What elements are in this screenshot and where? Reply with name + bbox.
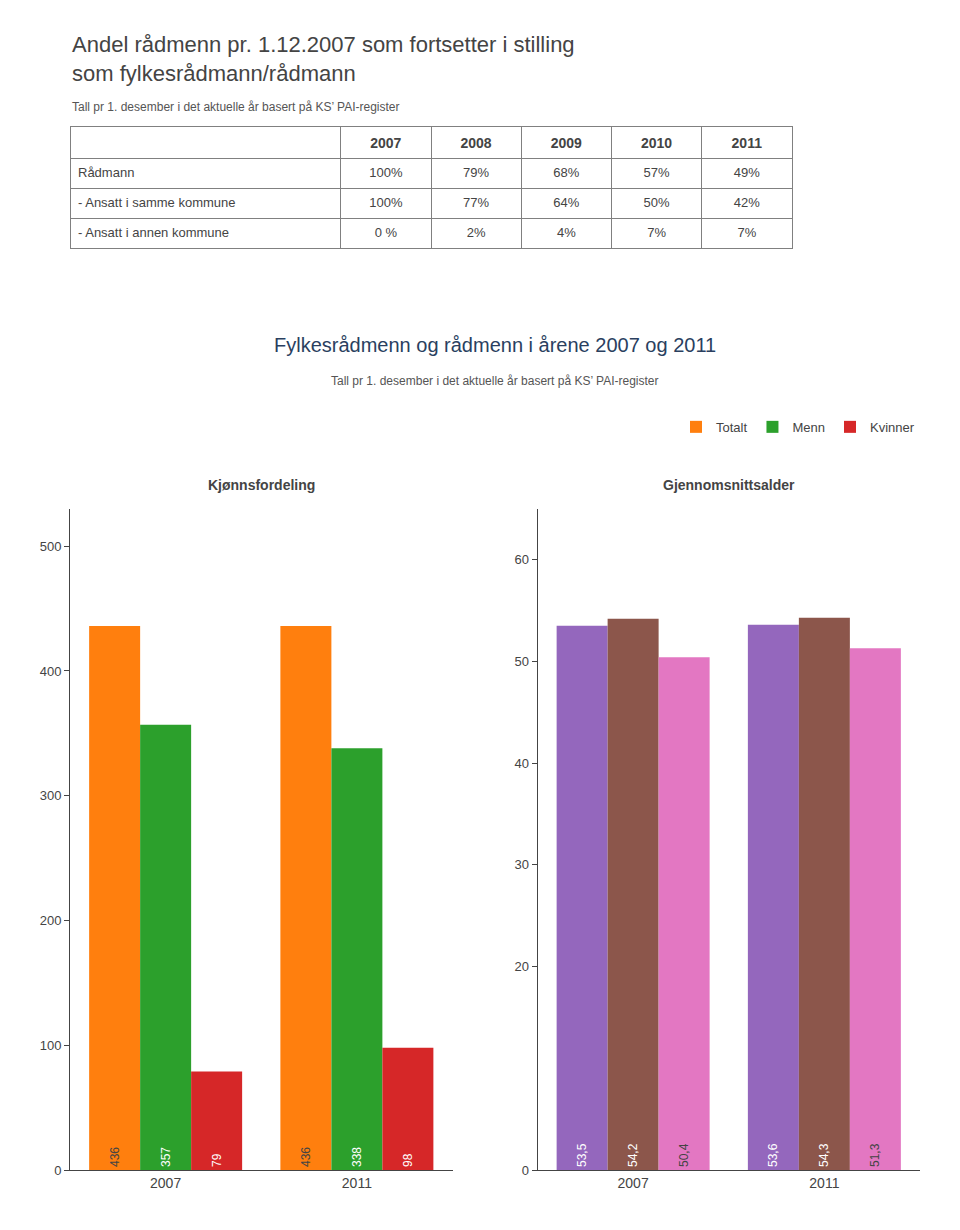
svg-text:0: 0	[522, 1163, 529, 1178]
svg-text:42%: 42%	[734, 195, 760, 210]
svg-text:7%: 7%	[647, 225, 666, 240]
svg-text:53,6: 53,6	[766, 1143, 780, 1167]
svg-text:2007: 2007	[150, 1175, 181, 1191]
svg-text:79: 79	[210, 1153, 224, 1167]
svg-text:400: 400	[40, 664, 62, 679]
svg-text:Kjønnsfordeling: Kjønnsfordeling	[208, 477, 315, 493]
svg-text:Menn: Menn	[792, 420, 825, 435]
svg-text:Tall pr 1. desember i det aktu: Tall pr 1. desember i det aktuelle år ba…	[331, 374, 659, 388]
svg-text:64%: 64%	[553, 195, 579, 210]
svg-text:79%: 79%	[463, 165, 489, 180]
svg-text:4%: 4%	[557, 225, 576, 240]
svg-text:100%: 100%	[369, 165, 403, 180]
svg-text:40: 40	[514, 756, 528, 771]
svg-text:30: 30	[514, 857, 528, 872]
svg-text:0: 0	[54, 1163, 61, 1178]
svg-text:500: 500	[40, 539, 62, 554]
svg-text:7%: 7%	[737, 225, 756, 240]
svg-text:2011: 2011	[732, 135, 763, 151]
svg-text:2010: 2010	[641, 135, 672, 151]
svg-text:68%: 68%	[553, 165, 579, 180]
svg-text:0 %: 0 %	[375, 225, 398, 240]
svg-text:77%: 77%	[463, 195, 489, 210]
svg-text:57%: 57%	[644, 165, 670, 180]
svg-text:436: 436	[108, 1147, 122, 1167]
svg-text:98: 98	[401, 1153, 415, 1167]
svg-text:50: 50	[514, 654, 528, 669]
svg-text:2009: 2009	[551, 135, 582, 151]
svg-text:2%: 2%	[467, 225, 486, 240]
svg-text:Rådmann: Rådmann	[78, 165, 134, 180]
svg-text:Tall pr 1. desember i det aktu: Tall pr 1. desember i det aktuelle år ba…	[72, 100, 400, 114]
svg-text:60: 60	[514, 552, 528, 567]
svg-text:Andel rådmenn pr. 1.12.2007 so: Andel rådmenn pr. 1.12.2007 som fortsett…	[72, 32, 575, 86]
svg-text:2008: 2008	[460, 135, 491, 151]
svg-text:2007: 2007	[370, 135, 401, 151]
svg-text:54,3: 54,3	[817, 1143, 831, 1167]
svg-text:100%: 100%	[369, 195, 403, 210]
svg-text:2011: 2011	[342, 1175, 372, 1191]
svg-text:50,4: 50,4	[677, 1143, 691, 1167]
svg-text:436: 436	[299, 1147, 313, 1167]
svg-text:Fylkesrådmenn og rådmenn i åre: Fylkesrådmenn og rådmenn i årene 2007 og…	[274, 334, 716, 356]
svg-text:53,5: 53,5	[575, 1143, 589, 1167]
svg-text:- Ansatt i annen kommune: - Ansatt i annen kommune	[78, 225, 229, 240]
svg-text:49%: 49%	[734, 165, 760, 180]
svg-text:300: 300	[40, 788, 62, 803]
svg-text:50%: 50%	[644, 195, 670, 210]
svg-text:357: 357	[159, 1147, 173, 1167]
svg-text:20: 20	[514, 959, 528, 974]
svg-text:Totalt: Totalt	[716, 420, 747, 435]
svg-text:200: 200	[40, 913, 62, 928]
svg-text:- Ansatt i samme kommune: - Ansatt i samme kommune	[78, 195, 236, 210]
svg-text:Gjennomsnittsalder: Gjennomsnittsalder	[663, 477, 795, 493]
svg-text:2007: 2007	[618, 1175, 649, 1191]
svg-text:54,2: 54,2	[626, 1143, 640, 1167]
svg-text:338: 338	[350, 1147, 364, 1167]
svg-text:Kvinner: Kvinner	[870, 420, 915, 435]
svg-text:100: 100	[40, 1038, 62, 1053]
svg-text:2011: 2011	[809, 1175, 839, 1191]
svg-text:51,3: 51,3	[868, 1143, 882, 1167]
